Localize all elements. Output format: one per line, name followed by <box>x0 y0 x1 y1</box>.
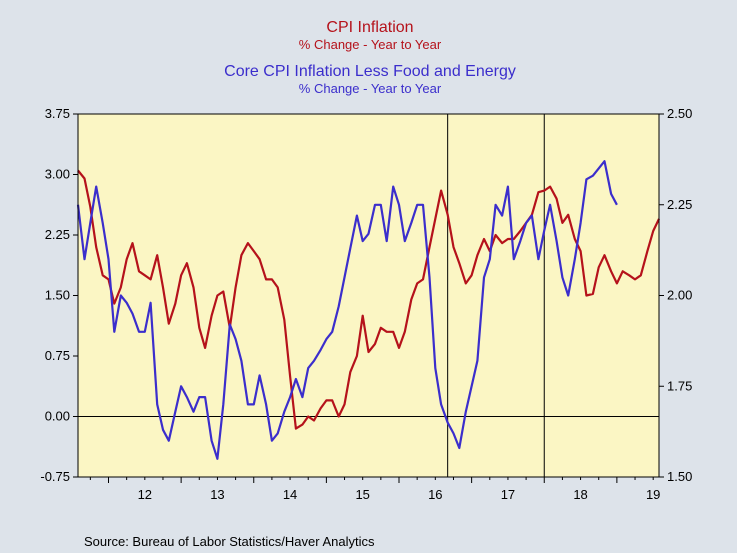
source-note: Source: Bureau of Labor Statistics/Haver… <box>84 534 375 549</box>
x-tick-label: 15 <box>355 487 369 502</box>
chart-title: CPI Inflation <box>326 19 413 36</box>
left-tick-label: -0.75 <box>40 469 70 484</box>
plot-border <box>77 113 660 478</box>
right-tick-label: 1.75 <box>667 378 692 393</box>
cpi-inflation-line <box>77 169 660 430</box>
right-tick-label: 1.50 <box>667 469 692 484</box>
x-tick-label: 19 <box>646 487 660 502</box>
x-tick-label: 18 <box>573 487 587 502</box>
right-axis: 1.50 1.75 2.00 2.25 2.50 <box>659 106 692 484</box>
x-tick-label: 12 <box>138 487 152 502</box>
left-tick-label: 1.50 <box>45 288 70 303</box>
left-tick-label: 3.00 <box>45 167 70 182</box>
x-tick-label: 17 <box>501 487 515 502</box>
series-layer <box>76 160 660 460</box>
right-tick-label: 2.00 <box>667 288 692 303</box>
chart-title-2: Core CPI Inflation Less Food and Energy <box>224 63 516 80</box>
left-tick-label: 2.25 <box>45 227 70 242</box>
left-tick-label: 3.75 <box>45 106 70 121</box>
x-axis: 12 13 14 15 16 17 18 19 <box>89 477 660 502</box>
x-tick-label: 13 <box>210 487 224 502</box>
x-tick-label: 16 <box>428 487 442 502</box>
right-tick-label: 2.25 <box>667 197 692 212</box>
chart-title-subtitle: % Change - Year to Year <box>299 37 442 52</box>
x-tick-label: 14 <box>283 487 297 502</box>
vertical-markers <box>447 114 545 477</box>
chart-title-2-subtitle: % Change - Year to Year <box>299 81 442 96</box>
right-tick-label: 2.50 <box>667 106 692 121</box>
left-tick-label: 0.00 <box>45 409 70 424</box>
core-cpi-line <box>76 160 618 460</box>
left-tick-label: 0.75 <box>45 348 70 363</box>
